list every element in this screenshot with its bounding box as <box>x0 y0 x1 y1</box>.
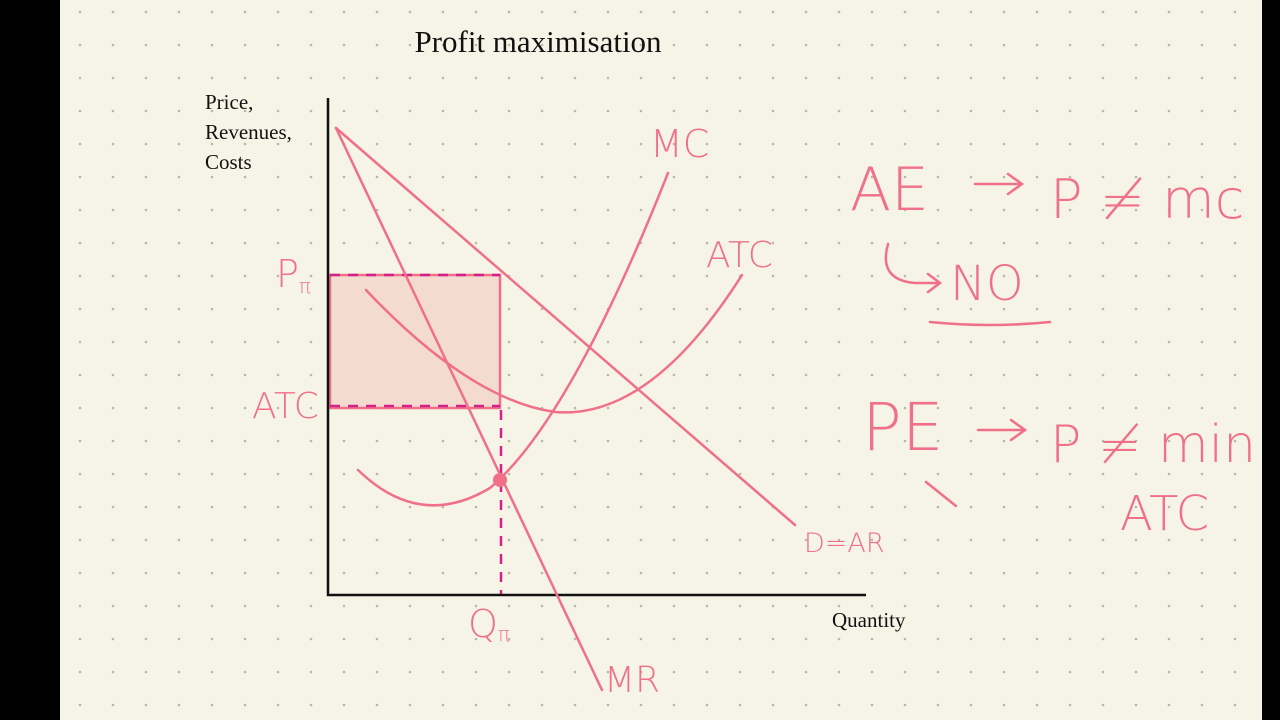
x-axis-label: Quantity <box>832 608 906 632</box>
price-sub: π <box>299 274 311 298</box>
demand-curve <box>334 126 797 527</box>
note-underline <box>928 320 1052 327</box>
price-marker: Pπ <box>276 252 311 298</box>
quantity-sub: π <box>498 622 510 646</box>
y-axis-label: Revenues, <box>205 120 292 144</box>
axes <box>326 98 866 597</box>
note-arrow <box>973 172 1025 196</box>
atc-label: ATC <box>706 235 773 276</box>
mc-curve <box>356 171 670 507</box>
note-left: PE <box>862 389 944 466</box>
y-axis-label: Costs <box>205 150 252 174</box>
equilibrium-point <box>493 473 507 487</box>
quantity-marker: Qπ <box>468 602 510 646</box>
note-hook-arrow <box>884 242 943 294</box>
y-axis-label: Price, <box>205 90 253 114</box>
demand-label: D=AR <box>804 528 885 559</box>
mc-label: MC <box>650 122 709 166</box>
note-answer: NO <box>950 256 1024 312</box>
note-right: P ≠ mc <box>1050 168 1244 231</box>
mr-label: MR <box>604 660 660 701</box>
note-right: P ≠ min <box>1050 415 1256 475</box>
cost-marker: ATC <box>252 386 319 427</box>
title: Profit maximisation <box>414 24 662 59</box>
note-stroke <box>924 480 958 508</box>
quantity-main: Q <box>468 602 498 646</box>
mr-curve <box>334 126 604 692</box>
note-arrow <box>976 418 1028 442</box>
note-left: AE <box>850 155 929 225</box>
note-right: ATC <box>1120 486 1209 542</box>
price-main: P <box>276 252 299 296</box>
dot-grid <box>60 0 1262 720</box>
atc-curve <box>364 273 744 414</box>
